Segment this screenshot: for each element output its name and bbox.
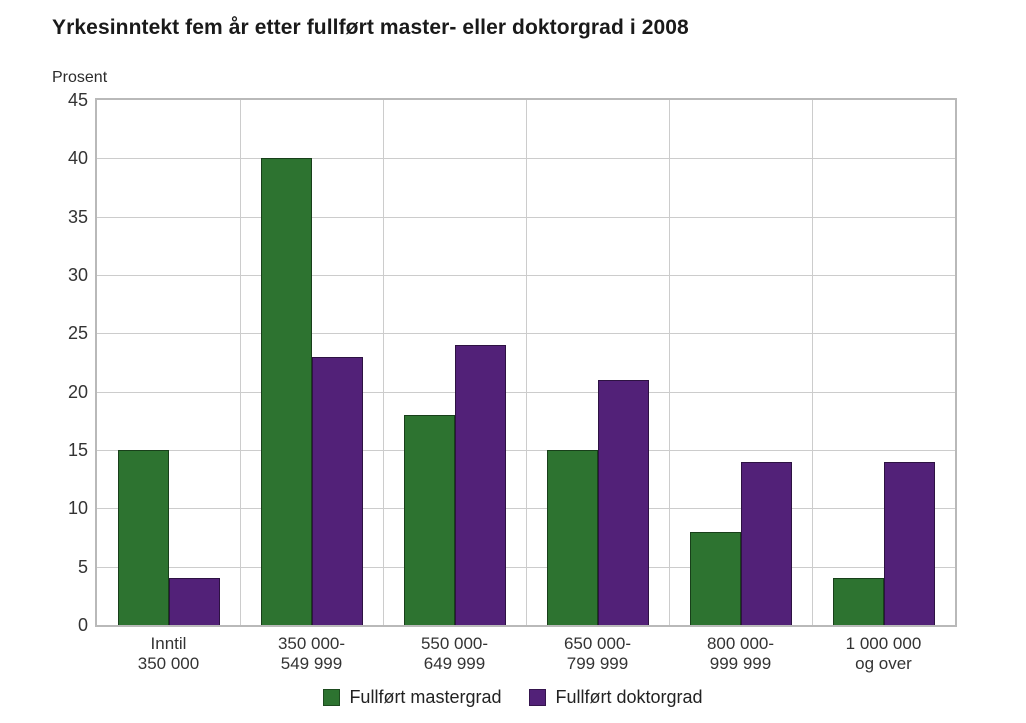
y-axis-tick-labels: 0 5 10 15 20 25 30 35 40 45	[20, 90, 88, 635]
x-category-label: 650 000- 799 999	[563, 634, 632, 673]
x-category-label: 1 000 000 og over	[845, 634, 922, 673]
gridline-vertical	[383, 100, 384, 625]
bar-mastergrad-3	[546, 450, 598, 625]
y-tick-label: 40	[67, 148, 88, 169]
bar-mastergrad-1	[260, 158, 312, 625]
gridline-vertical	[669, 100, 670, 625]
y-tick-label: 10	[67, 498, 88, 519]
x-category-label: 800 000- 999 999	[706, 634, 775, 673]
gridline-vertical	[240, 100, 241, 625]
legend-label-doktorgrad: Fullført doktorgrad	[555, 687, 703, 707]
y-tick-label: 35	[67, 206, 88, 227]
gridline-vertical	[812, 100, 813, 625]
plot-area	[95, 98, 957, 627]
y-tick-label: 0	[77, 615, 88, 635]
y-axis-unit-label: Prosent	[52, 69, 108, 86]
y-tick-label: 20	[67, 381, 88, 402]
y-tick-label: 30	[67, 265, 88, 285]
bar-mastergrad-4	[689, 531, 741, 625]
legend-label-mastergrad: Fullført mastergrad	[349, 687, 502, 707]
legend-item-mastergrad: Fullført mastergrad	[323, 687, 501, 708]
x-category-label: 550 000- 649 999	[420, 634, 489, 673]
bar-doktorgrad-3	[597, 380, 649, 625]
bar-mastergrad-5	[832, 578, 884, 625]
x-category-label: Inntil 350 000	[137, 634, 200, 673]
bar-mastergrad-0	[117, 450, 169, 625]
gridline-vertical	[526, 100, 527, 625]
bar-doktorgrad-2	[454, 345, 506, 625]
bar-mastergrad-2	[403, 415, 455, 625]
chart-title: Yrkesinntekt fem år etter fullført maste…	[52, 16, 689, 39]
bar-doktorgrad-4	[740, 461, 792, 625]
y-tick-label: 15	[67, 440, 88, 460]
y-tick-label: 25	[67, 323, 88, 344]
x-axis-category-labels: Inntil 350 000 350 000- 549 999 550 000- 6…	[97, 634, 955, 678]
legend-swatch-doktorgrad-icon	[529, 689, 547, 706]
bar-doktorgrad-1	[311, 356, 363, 625]
bar-doktorgrad-5	[883, 461, 935, 625]
legend-item-doktorgrad: Fullført doktorgrad	[529, 687, 703, 708]
legend-swatch-mastergrad-icon	[323, 689, 341, 706]
x-category-label: 350 000- 549 999	[277, 634, 346, 673]
bar-doktorgrad-0	[168, 578, 220, 625]
y-tick-label: 5	[77, 556, 88, 577]
legend: Fullført mastergrad Fullført doktorgrad	[0, 687, 1026, 708]
y-tick-label: 45	[67, 90, 88, 110]
